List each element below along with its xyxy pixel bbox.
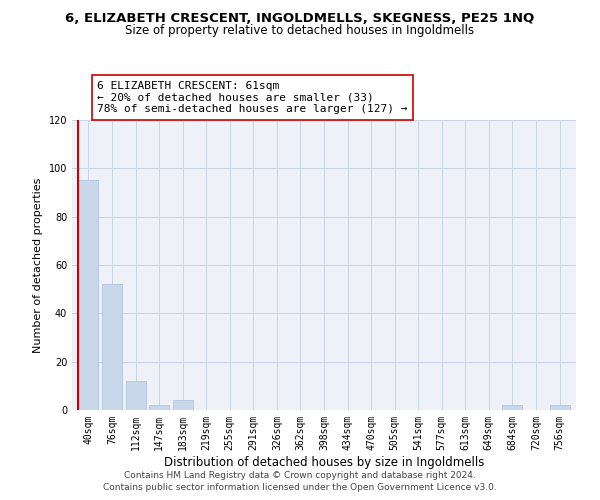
Bar [125,381,146,410]
Bar [173,400,193,410]
Bar [102,284,122,410]
Bar [550,405,569,410]
Text: 6 ELIZABETH CRESCENT: 61sqm
← 20% of detached houses are smaller (33)
78% of sem: 6 ELIZABETH CRESCENT: 61sqm ← 20% of det… [97,81,408,114]
Text: 6, ELIZABETH CRESCENT, INGOLDMELLS, SKEGNESS, PE25 1NQ: 6, ELIZABETH CRESCENT, INGOLDMELLS, SKEG… [65,12,535,26]
Bar [502,405,523,410]
X-axis label: Distribution of detached houses by size in Ingoldmells: Distribution of detached houses by size … [164,456,484,468]
Text: Size of property relative to detached houses in Ingoldmells: Size of property relative to detached ho… [125,24,475,37]
Text: Contains HM Land Registry data © Crown copyright and database right 2024.
Contai: Contains HM Land Registry data © Crown c… [103,471,497,492]
Y-axis label: Number of detached properties: Number of detached properties [33,178,43,352]
Bar [149,405,169,410]
Bar [79,180,98,410]
